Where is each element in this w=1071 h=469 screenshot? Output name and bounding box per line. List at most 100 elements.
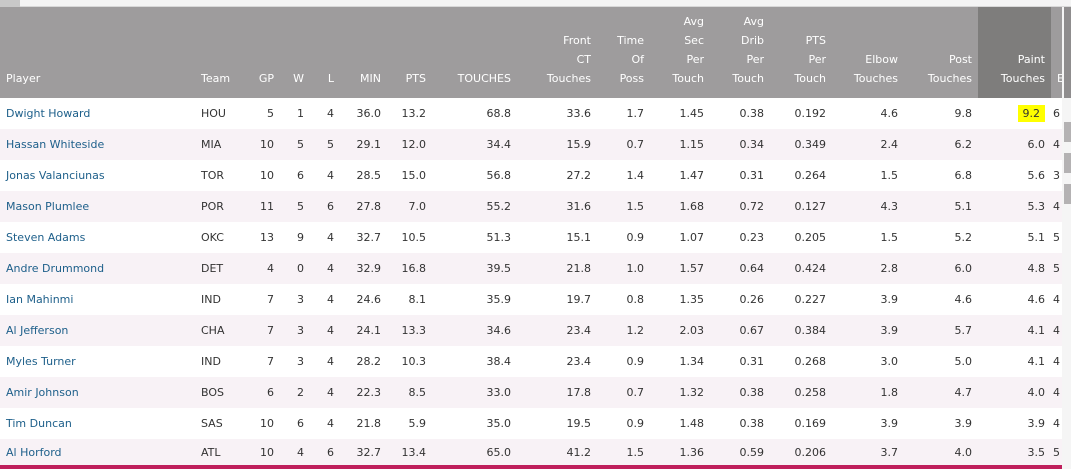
player-link[interactable]: Ian Mahinmi	[6, 293, 74, 306]
player-name-cell[interactable]: Dwight Howard	[0, 98, 195, 129]
clipped-stat-cell: 4	[1051, 191, 1062, 222]
column-header-gp[interactable]: GP	[245, 7, 280, 98]
stat-cell: 1.5	[597, 439, 650, 466]
table-row[interactable]: Andre Drummond DET 4 0 4 32.9 16.8 39.5 21.8 1.0 1…	[0, 253, 1062, 284]
column-header-e[interactable]: E	[1051, 7, 1064, 98]
stat-value: 6	[327, 200, 334, 213]
stat-cell: 38.4	[432, 346, 517, 377]
stat-value: 3.9	[880, 293, 899, 306]
player-name-cell[interactable]: Al Jefferson	[0, 315, 195, 346]
player-link[interactable]: Tim Duncan	[6, 417, 72, 430]
column-header-label: E	[1057, 72, 1064, 85]
column-header-avg-drib-per-touch[interactable]: Avg Drib Per Touch	[710, 7, 770, 98]
stat-cell: 6	[280, 408, 310, 439]
player-name-cell[interactable]: Myles Turner	[0, 346, 195, 377]
player-name-cell[interactable]: Ian Mahinmi	[0, 284, 195, 315]
player-name-cell[interactable]: Mason Plumlee	[0, 191, 195, 222]
stat-value: 4.1	[1027, 355, 1046, 368]
player-name-cell[interactable]: Steven Adams	[0, 222, 195, 253]
stat-value: 7	[267, 293, 274, 306]
column-header-time-of-poss[interactable]: Time Of Poss	[597, 7, 650, 98]
stat-cell: CHA	[195, 315, 245, 346]
column-header-elbow-touches[interactable]: Elbow Touches	[832, 7, 904, 98]
player-link[interactable]: Myles Turner	[6, 355, 76, 368]
stat-value: 10	[260, 169, 274, 182]
table-row[interactable]: Al Jefferson CHA 7 3 4 24.1 13.3 34.6 23.4 1.2 2.0…	[0, 315, 1062, 346]
player-name-cell[interactable]: Jonas Valanciunas	[0, 160, 195, 191]
player-link[interactable]: Hassan Whiteside	[6, 138, 105, 151]
stat-value: 13.2	[401, 107, 427, 120]
player-name-cell[interactable]: Hassan Whiteside	[0, 129, 195, 160]
player-link[interactable]: Andre Drummond	[6, 262, 105, 275]
stat-cell: 1.34	[650, 346, 710, 377]
table-row[interactable]: Tim Duncan SAS 10 6 4 21.8 5.9 35.0 19.5 0.9 1.48 0…	[0, 408, 1062, 439]
stat-value: 10	[260, 417, 274, 430]
stat-cell: 4	[310, 377, 340, 408]
scroll-tab[interactable]	[1064, 184, 1071, 204]
column-header-front-ct-touches[interactable]: Front CT Touches	[517, 7, 597, 98]
stat-value: 3	[1053, 169, 1060, 182]
table-row[interactable]: Ian Mahinmi IND 7 3 4 24.6 8.1 35.9 19.7 0.8 1.35 0…	[0, 284, 1062, 315]
stat-cell: 9.8	[904, 98, 978, 129]
stat-cell: 65.0	[432, 439, 517, 466]
column-header-player[interactable]: Player	[0, 7, 195, 98]
column-header-l[interactable]: L	[310, 7, 340, 98]
stat-value: 3.7	[880, 446, 899, 459]
table-row[interactable]: Steven Adams OKC 13 9 4 32.7 10.5 51.3 15.1 0.9 1.…	[0, 222, 1062, 253]
table-row[interactable]: Dwight Howard HOU 5 1 4 36.0 13.2 68.8 33.6 1.7 1.…	[0, 98, 1062, 129]
stat-cell: 0.7	[597, 129, 650, 160]
stat-value: 0.169	[794, 417, 827, 430]
stat-value: 0.67	[739, 324, 765, 337]
column-header-w[interactable]: W	[280, 7, 310, 98]
column-header-paint-touches[interactable]: Paint Touches	[978, 7, 1051, 98]
player-link[interactable]: Dwight Howard	[6, 107, 91, 120]
player-link[interactable]: Mason Plumlee	[6, 200, 90, 213]
stat-value: 2.8	[880, 262, 899, 275]
table-row[interactable]: Hassan Whiteside MIA 10 5 5 29.1 12.0 34.4 15.9 0…	[0, 129, 1062, 160]
stat-value: 36.0	[356, 107, 382, 120]
column-header-label: Elbow Touches	[853, 53, 898, 85]
stat-cell: 17.8	[517, 377, 597, 408]
scroll-tab[interactable]	[1064, 122, 1071, 142]
stat-value: 39.5	[486, 262, 512, 275]
stat-cell: 4.6	[978, 284, 1051, 315]
scroll-tab[interactable]	[1064, 153, 1071, 173]
player-link[interactable]: Jonas Valanciunas	[6, 169, 105, 182]
column-header-touches[interactable]: TOUCHES	[432, 7, 517, 98]
column-header-min[interactable]: MIN	[340, 7, 387, 98]
table-row[interactable]: Jonas Valanciunas TOR 10 6 4 28.5 15.0 56.8 27.2…	[0, 160, 1062, 191]
stat-value: SAS	[201, 417, 223, 430]
player-name-cell[interactable]: Al Horford	[0, 439, 195, 466]
column-header-avg-sec-per-touch[interactable]: Avg Sec Per Touch	[650, 7, 710, 98]
stat-cell: 23.4	[517, 315, 597, 346]
stat-cell: 33.6	[517, 98, 597, 129]
stat-value: 13.3	[401, 324, 427, 337]
column-header-team[interactable]: Team	[195, 7, 245, 98]
table-row[interactable]: Myles Turner IND 7 3 4 28.2 10.3 38.4 23.4 0.9 1.3…	[0, 346, 1062, 377]
player-name-cell[interactable]: Tim Duncan	[0, 408, 195, 439]
player-link[interactable]: Amir Johnson	[6, 386, 79, 399]
column-header-pts-per-touch[interactable]: PTS Per Touch	[770, 7, 832, 98]
top-divider	[20, 6, 1071, 7]
stat-cell: 1.8	[832, 377, 904, 408]
player-name-cell[interactable]: Andre Drummond	[0, 253, 195, 284]
horizontal-scrollbar-thumb[interactable]	[0, 0, 20, 7]
stat-cell: 10	[245, 160, 280, 191]
player-link[interactable]: Steven Adams	[6, 231, 86, 244]
table-row[interactable]: Mason Plumlee POR 11 5 6 27.8 7.0 55.2 31.6 1.5 1.…	[0, 191, 1062, 222]
player-name-cell[interactable]: Amir Johnson	[0, 377, 195, 408]
stat-value: 17.8	[566, 386, 592, 399]
stat-cell: 10	[245, 439, 280, 466]
column-header-label: Player	[6, 72, 41, 85]
column-header-pts[interactable]: PTS	[387, 7, 432, 98]
stat-value: 35.9	[486, 293, 512, 306]
player-link[interactable]: Al Jefferson	[6, 324, 69, 337]
stat-cell: 1.2	[597, 315, 650, 346]
stat-value: 6.8	[954, 169, 973, 182]
stat-cell: 7	[245, 284, 280, 315]
player-link[interactable]: Al Horford	[6, 446, 62, 459]
table-row[interactable]: Al Horford ATL 10 4 6 32.7 13.4 65.0 41.2 1.5 1.36…	[0, 439, 1062, 466]
column-header-post-touches[interactable]: Post Touches	[904, 7, 978, 98]
table-row[interactable]: Amir Johnson BOS 6 2 4 22.3 8.5 33.0 17.8 0.7 1.32…	[0, 377, 1062, 408]
stat-cell: 9	[280, 222, 310, 253]
